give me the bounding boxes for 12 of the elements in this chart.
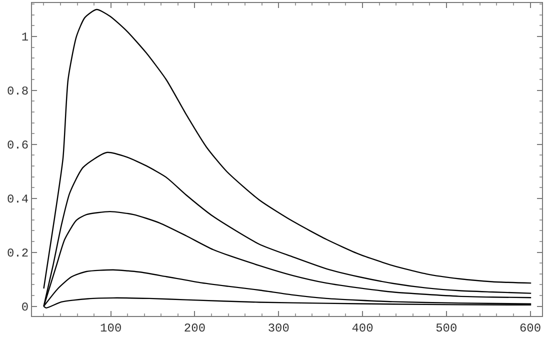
y-tick-label: 1 [21, 30, 29, 45]
x-tick-label: 400 [352, 321, 374, 336]
x-tick-label: 300 [268, 321, 290, 336]
y-tick-label: 0.4 [6, 192, 29, 207]
y-tick-label: 0 [21, 300, 29, 314]
x-tick-label: 200 [184, 321, 206, 336]
y-tick-label: 0.2 [6, 246, 29, 261]
x-tick-label: 600 [519, 321, 542, 336]
x-tick-label: 100 [100, 321, 122, 336]
x-tick-label: 500 [436, 321, 458, 336]
y-tick-label: 0.6 [6, 138, 29, 153]
y-tick-label: 0.8 [6, 84, 29, 99]
